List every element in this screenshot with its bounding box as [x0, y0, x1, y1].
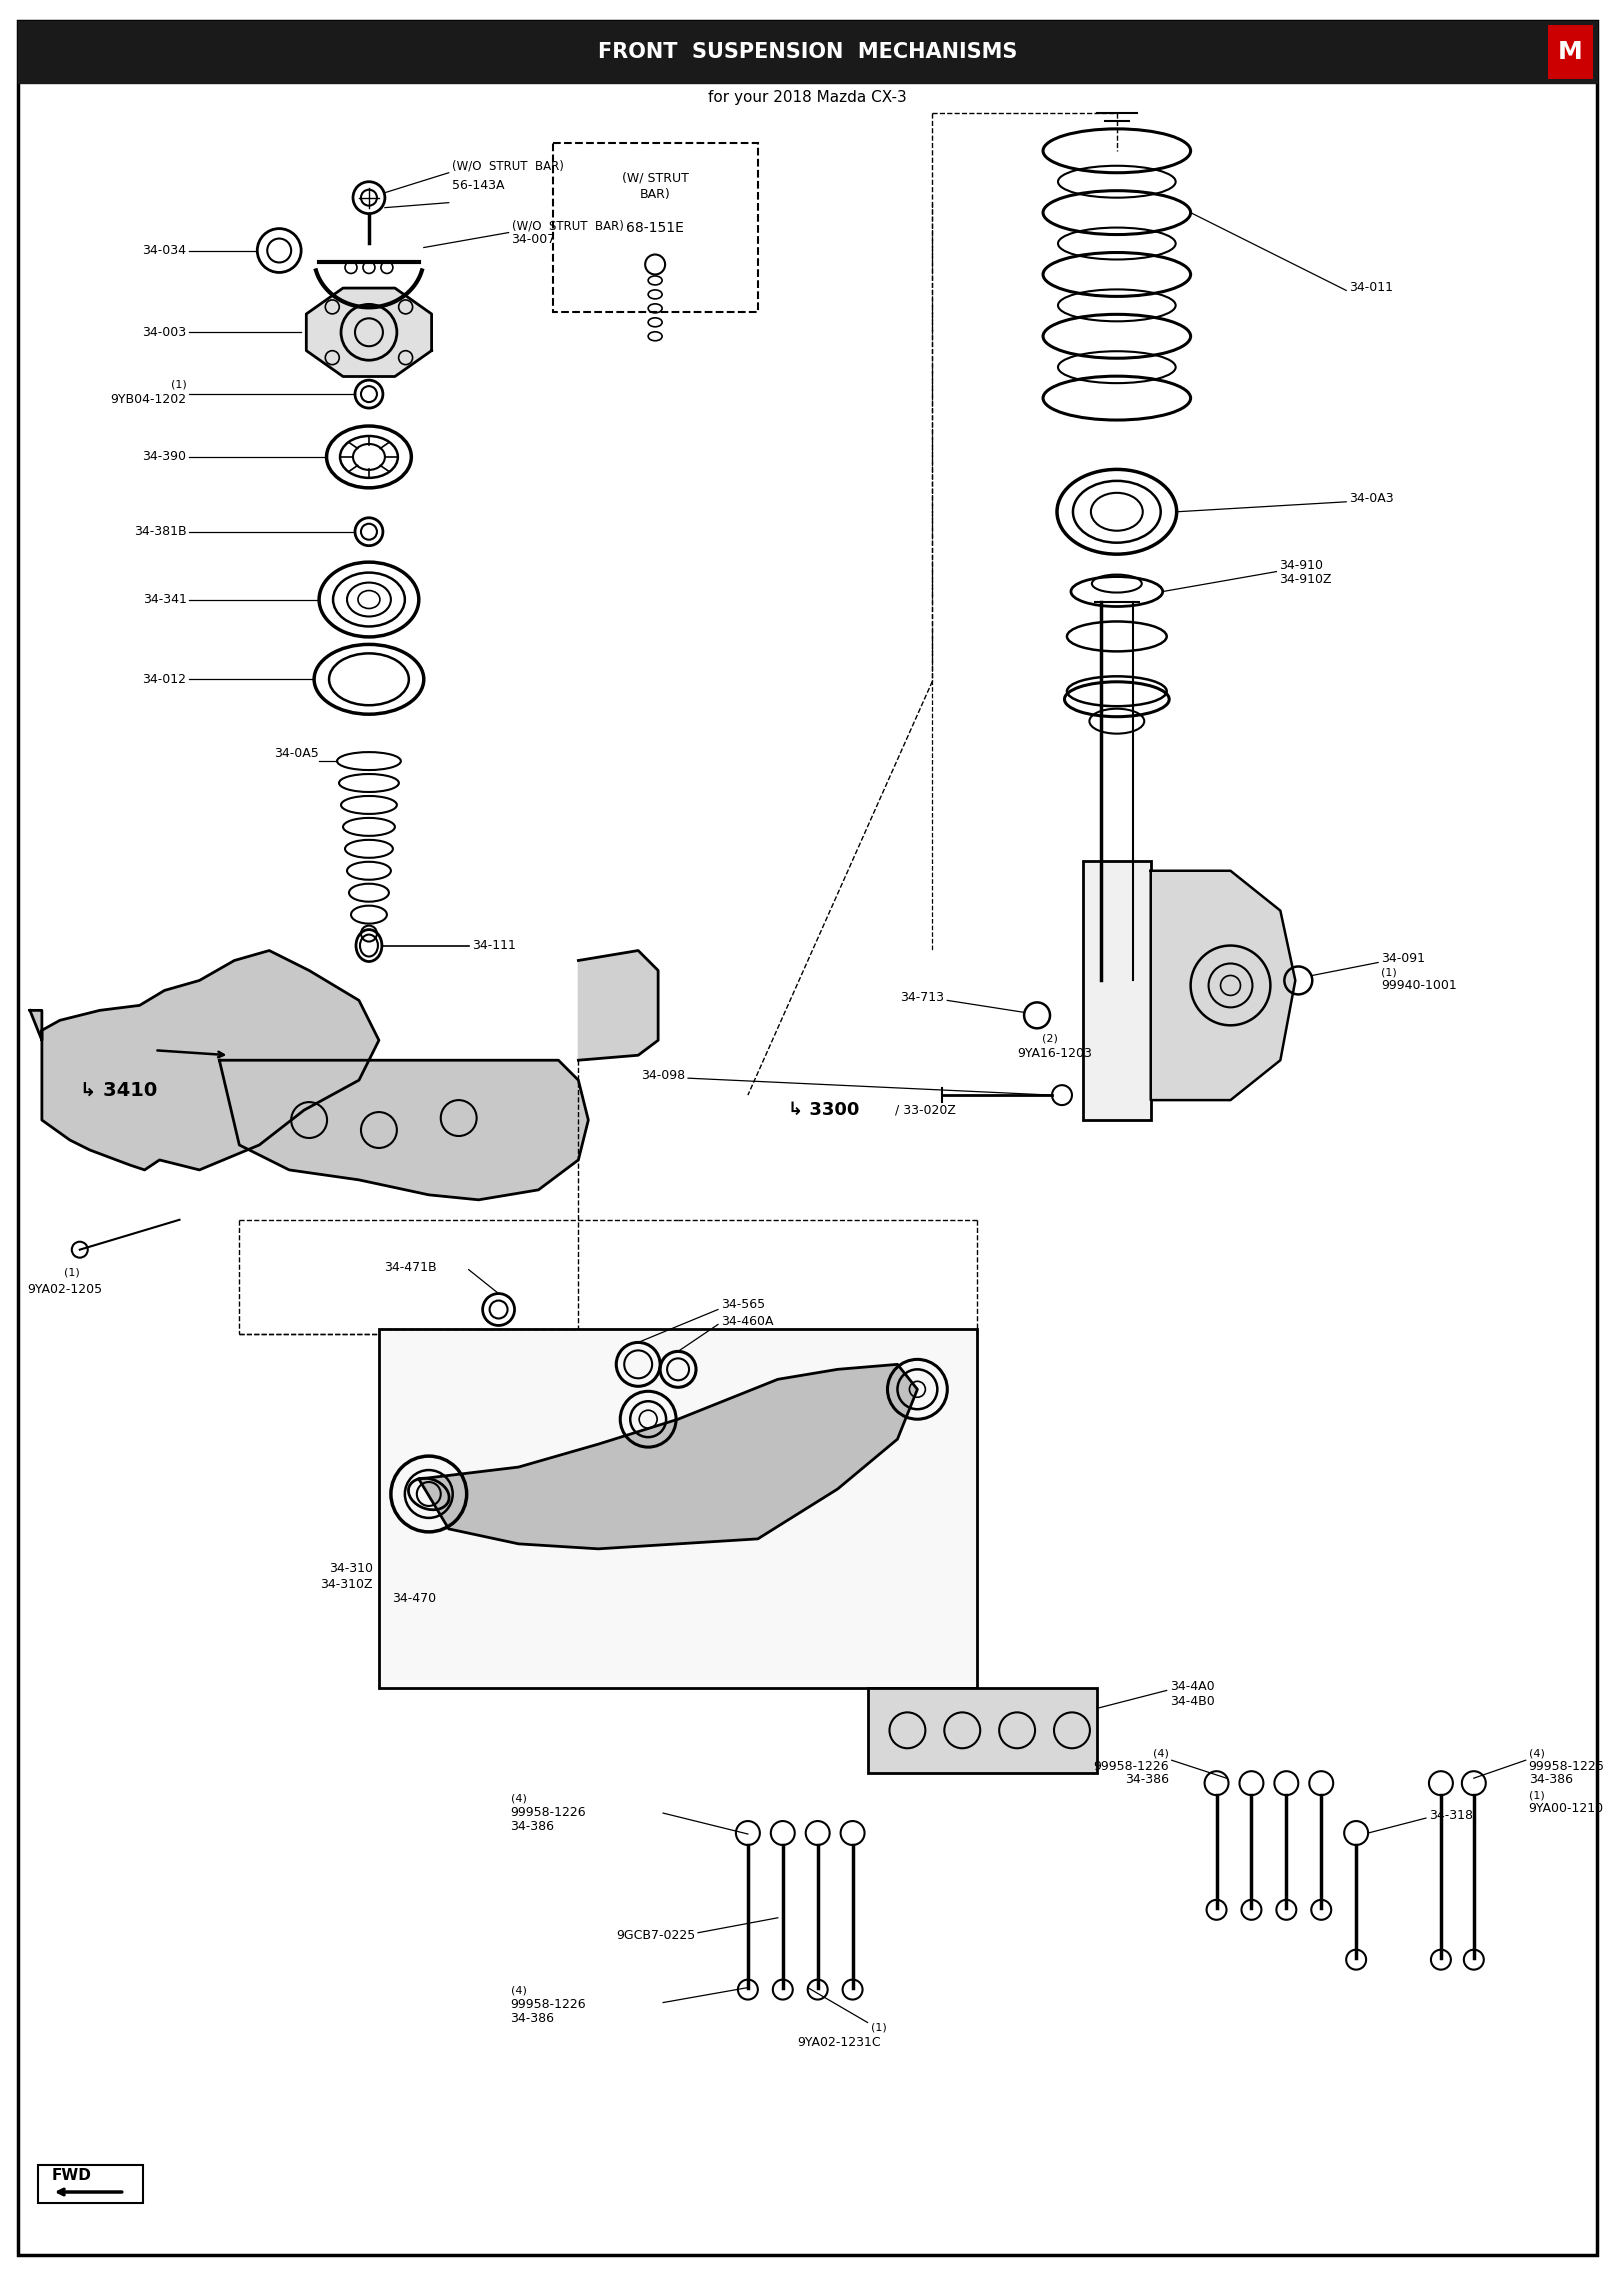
Text: 56-143A: 56-143A — [452, 180, 504, 191]
Text: (4): (4) — [510, 1985, 526, 1996]
Text: 34-310Z: 34-310Z — [321, 1577, 373, 1591]
Text: 34-318: 34-318 — [1429, 1809, 1473, 1821]
Text: for your 2018 Mazda CX-3: for your 2018 Mazda CX-3 — [708, 91, 907, 105]
Text: 68-151E: 68-151E — [627, 221, 684, 234]
Text: (4): (4) — [510, 1793, 526, 1803]
Text: (1): (1) — [1529, 1791, 1544, 1800]
Text: (W/O  STRUT  BAR): (W/O STRUT BAR) — [452, 159, 564, 173]
Text: (1): (1) — [1382, 967, 1396, 976]
Text: 34-565: 34-565 — [721, 1297, 765, 1311]
Bar — [379, 1329, 977, 1689]
Polygon shape — [1150, 872, 1296, 1099]
Text: / 33-020Z: / 33-020Z — [896, 1104, 956, 1118]
Text: 34-713: 34-713 — [901, 990, 944, 1004]
Text: (1): (1) — [870, 2023, 886, 2032]
Text: 34-4B0: 34-4B0 — [1170, 1696, 1215, 1707]
Text: 34-011: 34-011 — [1349, 280, 1393, 294]
Polygon shape — [420, 1363, 917, 1550]
Text: 34-341: 34-341 — [143, 594, 186, 605]
Text: 99958-1226: 99958-1226 — [1529, 1759, 1604, 1773]
Bar — [37, 2164, 143, 2203]
Text: 9YA02-1205: 9YA02-1205 — [28, 1284, 102, 1295]
Text: 34-0A5: 34-0A5 — [274, 747, 319, 760]
Text: (2): (2) — [1042, 1033, 1058, 1042]
Text: 34-390: 34-390 — [143, 451, 186, 464]
Bar — [18, 20, 1597, 82]
Bar — [868, 1689, 1097, 1773]
Polygon shape — [219, 1061, 588, 1199]
Text: 9YA02-1231C: 9YA02-1231C — [797, 2037, 881, 2048]
Text: 34-098: 34-098 — [642, 1070, 685, 1081]
Text: FRONT  SUSPENSION  MECHANISMS: FRONT SUSPENSION MECHANISMS — [598, 41, 1017, 61]
Text: 34-111: 34-111 — [471, 940, 515, 951]
Bar — [554, 143, 758, 312]
Text: 99940-1001: 99940-1001 — [1382, 979, 1456, 992]
Text: 34-386: 34-386 — [510, 2012, 554, 2026]
Text: 34-386: 34-386 — [510, 1819, 554, 1832]
Text: (1): (1) — [170, 380, 186, 389]
Text: ↳ 3410: ↳ 3410 — [79, 1081, 157, 1099]
Text: 34-4A0: 34-4A0 — [1170, 1680, 1215, 1693]
Text: 34-386: 34-386 — [1124, 1773, 1168, 1787]
Text: 34-310: 34-310 — [329, 1561, 373, 1575]
Text: (4): (4) — [1529, 1748, 1544, 1759]
Text: 34-034: 34-034 — [143, 244, 186, 257]
Text: 34-003: 34-003 — [143, 325, 186, 339]
Text: 34-460A: 34-460A — [721, 1316, 773, 1327]
Text: 34-091: 34-091 — [1382, 951, 1426, 965]
Text: 9YA00-1210: 9YA00-1210 — [1529, 1803, 1604, 1814]
Text: 34-381B: 34-381B — [134, 526, 186, 537]
Text: 9GCB7-0225: 9GCB7-0225 — [616, 1930, 695, 1941]
Text: 34-471B: 34-471B — [384, 1261, 436, 1275]
Text: (4): (4) — [1153, 1748, 1168, 1759]
Bar — [1082, 860, 1150, 1120]
Text: 34-470: 34-470 — [392, 1593, 436, 1605]
Text: (1): (1) — [63, 1268, 79, 1277]
Text: 99958-1226: 99958-1226 — [1094, 1759, 1168, 1773]
Text: 34-0A3: 34-0A3 — [1349, 492, 1393, 505]
Text: 34-012: 34-012 — [143, 674, 186, 685]
Text: 34-910: 34-910 — [1280, 560, 1324, 571]
Text: 99958-1226: 99958-1226 — [510, 1805, 586, 1819]
Bar — [1547, 25, 1594, 80]
Polygon shape — [29, 951, 379, 1170]
Text: BAR): BAR) — [640, 189, 671, 200]
Text: ↳ 3300: ↳ 3300 — [787, 1102, 859, 1120]
Text: 34-007: 34-007 — [512, 232, 556, 246]
Text: 9YB04-1202: 9YB04-1202 — [110, 391, 186, 405]
Polygon shape — [578, 951, 658, 1061]
Text: M: M — [1558, 41, 1583, 64]
Text: (W/ STRUT: (W/ STRUT — [622, 171, 688, 184]
Text: 99958-1226: 99958-1226 — [510, 1998, 586, 2012]
Text: 34-386: 34-386 — [1529, 1773, 1573, 1787]
Text: 9YA16-1203: 9YA16-1203 — [1017, 1047, 1092, 1061]
Text: 34-910Z: 34-910Z — [1280, 574, 1332, 587]
Text: FWD: FWD — [52, 2167, 92, 2183]
Polygon shape — [306, 289, 431, 376]
Text: (W/O  STRUT  BAR): (W/O STRUT BAR) — [512, 218, 624, 232]
